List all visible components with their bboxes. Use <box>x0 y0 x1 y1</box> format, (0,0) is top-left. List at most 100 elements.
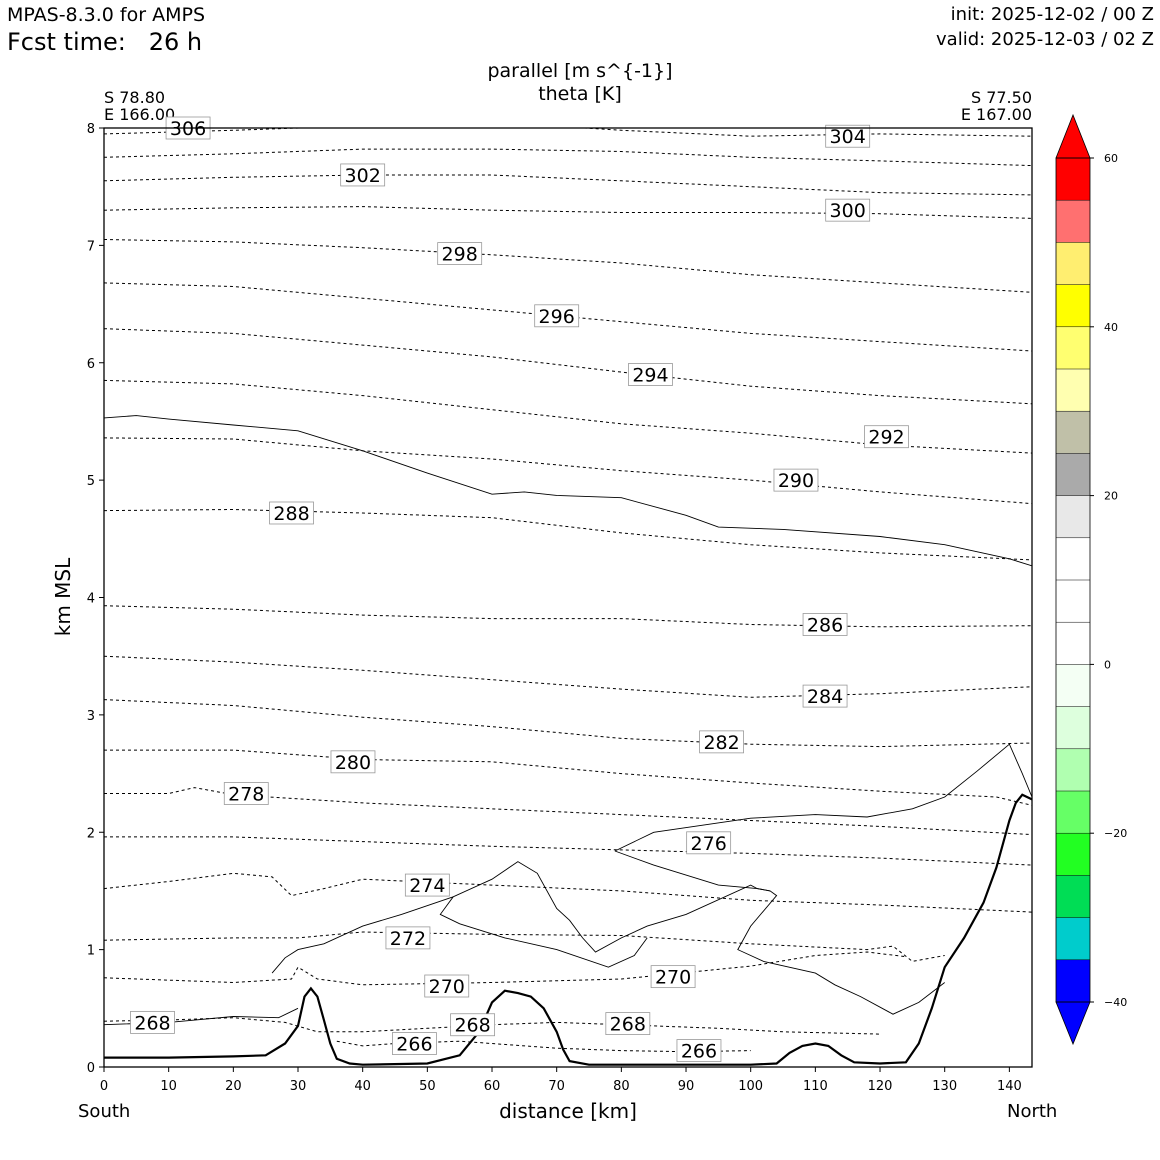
theta-label: 286 <box>802 613 848 636</box>
x-tick-label: 130 <box>932 1079 957 1094</box>
colorbar-band <box>1056 664 1090 707</box>
theta-contour-line <box>104 1017 881 1035</box>
theta-label: 302 <box>340 163 386 187</box>
colorbar-band <box>1056 791 1090 834</box>
colorbar-band <box>1056 453 1090 496</box>
theta-label-text: 296 <box>539 306 575 328</box>
theta-contour-line <box>104 379 1032 454</box>
theta-label: 278 <box>223 782 269 806</box>
theta-label-text: 300 <box>830 200 866 222</box>
colorbar-band <box>1056 369 1090 412</box>
y-tick-label: 3 <box>87 709 95 724</box>
theta-label: 280 <box>330 750 376 774</box>
x-tick-label: 60 <box>484 1079 501 1094</box>
theta-label: 266 <box>676 1039 722 1063</box>
terrain-line <box>104 793 1033 1066</box>
theta-contour-line <box>104 239 1032 293</box>
colorbar-band <box>1056 917 1090 960</box>
x-tick-label: 10 <box>160 1079 177 1094</box>
theta-label-text: 270 <box>429 976 465 998</box>
colorbar-under-triangle <box>1055 1001 1091 1046</box>
colorbar-band <box>1056 411 1090 454</box>
theta-label: 296 <box>534 304 580 328</box>
x-tick-label: 110 <box>803 1079 828 1094</box>
colorbar-band <box>1056 622 1090 665</box>
theta-contour-line <box>104 951 906 986</box>
y-tick-label: 0 <box>87 1061 95 1076</box>
theta-label: 276 <box>686 831 732 855</box>
x-axis-ticks: 0 10 20 30 40 50 60 70 80 90 100 110 120 130 140 <box>100 1067 1022 1094</box>
x-tick-label: 120 <box>868 1079 893 1094</box>
x-tick-label: 70 <box>548 1079 565 1094</box>
end-latitude: S 77.50 <box>970 88 1032 107</box>
theta-contour-line <box>104 148 1032 167</box>
colorbar-band <box>1056 959 1090 1002</box>
theta-label: 282 <box>699 730 744 754</box>
colorbar-band <box>1056 537 1090 580</box>
theta-label: 290 <box>773 468 819 492</box>
theta-label: 268 <box>450 1013 496 1037</box>
theta-label: 294 <box>628 363 673 386</box>
theta-label-text: 272 <box>390 928 426 950</box>
y-tick-label: 1 <box>87 944 95 959</box>
theta-label: 266 <box>392 1032 437 1056</box>
init-time: init: 2025-12-02 / 00 Z <box>950 4 1154 25</box>
colorbar-frame <box>1055 157 1091 1003</box>
theta-label: 304 <box>825 124 871 148</box>
left-end-label: South <box>78 1101 131 1122</box>
start-longitude: E 166.00 <box>104 105 176 124</box>
theta-contour-line <box>104 282 1032 352</box>
theta-label: 292 <box>864 425 909 449</box>
theta-contour-line <box>104 836 1032 866</box>
theta-contour-labels: 306 304 302 300 298 296 294 292 290 288 286 284 282 2… <box>130 116 909 1063</box>
colorbar-tick-label: −40 <box>1104 996 1127 1009</box>
x-tick-label: 80 <box>613 1079 630 1094</box>
y-tick-label: 4 <box>87 592 95 607</box>
x-axis-label: distance [km] <box>499 1099 637 1123</box>
theta-label-text: 302 <box>345 165 381 187</box>
theta-label-text: 274 <box>409 875 445 897</box>
theta-label-text: 266 <box>396 1034 432 1056</box>
theta-label: 270 <box>424 974 470 998</box>
colorbar-tick-label: 20 <box>1104 490 1118 503</box>
theta-label: 284 <box>802 684 848 708</box>
theta-label-text: 306 <box>170 118 206 140</box>
colorbar-over-triangle <box>1055 113 1091 159</box>
y-tick-label: 2 <box>87 826 95 841</box>
x-tick-label: 140 <box>997 1079 1022 1094</box>
x-tick-label: 90 <box>678 1079 695 1094</box>
theta-contour-line <box>104 931 945 962</box>
theta-contour-line <box>336 1040 751 1053</box>
x-tick-label: 0 <box>100 1079 108 1094</box>
theta-contour-line <box>104 437 1032 505</box>
colorbar-band <box>1056 833 1090 876</box>
colorbar-tick-label: 60 <box>1104 152 1118 165</box>
theta-label: 272 <box>385 926 431 950</box>
model-title: MPAS-8.3.0 for AMPS <box>7 4 206 26</box>
theta-contour-line <box>104 174 1032 196</box>
theta-label-text: 266 <box>681 1041 717 1063</box>
theta-contour-line <box>104 508 1032 561</box>
chart-subtitle: theta [K] <box>538 83 622 105</box>
colorbar-band <box>1056 158 1090 201</box>
theta-contour-line <box>104 872 1032 913</box>
colorbar-tick-label: 0 <box>1104 658 1111 671</box>
theta-label: 268 <box>130 1010 175 1034</box>
colorbar: 60 40 20 0 −20 −40 <box>1055 113 1127 1046</box>
theta-label-text: 288 <box>273 503 309 525</box>
colorbar-tick-label: −20 <box>1104 827 1127 840</box>
wind-zero-contours <box>104 415 1032 1026</box>
end-longitude: E 167.00 <box>960 105 1032 124</box>
terrain-profile <box>104 793 1033 1066</box>
wind-contour-line <box>439 896 648 968</box>
theta-label-text: 294 <box>632 364 668 386</box>
right-end-label: North <box>1007 1101 1058 1122</box>
colorbar-band <box>1056 495 1090 538</box>
x-tick-label: 40 <box>354 1079 371 1094</box>
y-tick-label: 7 <box>87 239 95 254</box>
x-tick-label: 20 <box>225 1079 242 1094</box>
theta-label-text: 304 <box>830 126 866 148</box>
theta-label-text: 284 <box>807 686 843 708</box>
wind-contour-line <box>104 415 1032 567</box>
